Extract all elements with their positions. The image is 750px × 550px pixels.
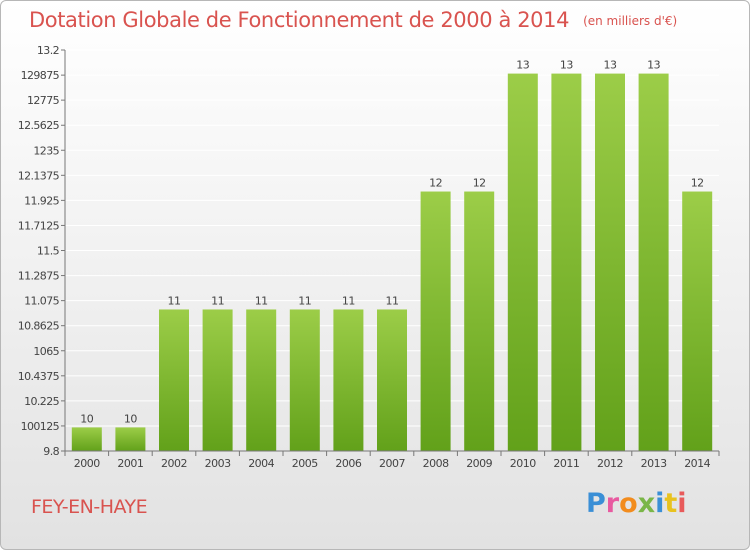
brand-letter: i	[655, 488, 665, 519]
x-tick-label: 2004	[248, 457, 274, 470]
x-tick-label: 2005	[292, 457, 318, 470]
title-line: Dotation Globale de Fonctionnement de 20…	[29, 8, 677, 32]
data-label: 11	[211, 294, 224, 307]
x-tick-label: 2012	[597, 457, 623, 470]
x-tick-label: 2001	[117, 457, 143, 470]
y-tick-label: 10.8625	[18, 320, 60, 333]
data-label: 11	[255, 294, 268, 307]
y-tick-label: 129875	[21, 69, 60, 82]
brand-letter: t	[664, 488, 678, 519]
data-label: 10	[80, 412, 93, 425]
bar	[289, 309, 320, 451]
y-axis-ticks: 9.8 100125 10.225 10.4375 1065 10.8625 11.075 1…	[18, 44, 65, 458]
y-tick-label: 1235	[33, 144, 59, 157]
data-label: 13	[560, 59, 573, 72]
data-label: 11	[168, 294, 181, 307]
x-axis-ticks: 2000 2001 2002 2003 2004 2005 2006 2007 2008 2009…	[64, 451, 720, 470]
y-tick-label: 11.5	[37, 245, 60, 258]
bar	[377, 309, 407, 451]
bar	[551, 73, 582, 452]
data-label: 12	[691, 177, 704, 190]
data-label: 12	[473, 177, 486, 190]
brand-logo: Proxiti	[586, 488, 687, 519]
x-tick-label: 2000	[74, 457, 100, 470]
data-labels: 10 10 11 11 11 11 11 11 12 12 13 13 13 13 12	[80, 59, 704, 426]
y-tick-label: 11.7125	[18, 219, 60, 232]
y-tick-label: 12.1375	[18, 169, 60, 182]
y-tick-label: 12775	[27, 94, 60, 107]
y-tick-label: 1065	[33, 345, 59, 358]
x-tick-label: 2010	[510, 457, 536, 470]
y-tick-label: 9.8	[43, 445, 59, 458]
y-tick-label: 100125	[21, 420, 60, 433]
data-label: 13	[647, 59, 660, 72]
x-tick-label: 2003	[205, 457, 231, 470]
chart-title: Dotation Globale de Fonctionnement de 20…	[29, 8, 570, 32]
town-name: FEY-EN-HAYE	[31, 496, 148, 518]
x-tick-label: 2006	[335, 457, 361, 470]
bar	[420, 191, 451, 451]
brand-letter: P	[586, 488, 606, 519]
y-tick-label: 11.925	[24, 194, 59, 207]
brand-letter: x	[637, 488, 656, 519]
x-tick-label: 2011	[553, 457, 579, 470]
data-label: 13	[516, 59, 529, 72]
bar	[595, 73, 625, 452]
bar	[159, 309, 189, 451]
data-label: 11	[386, 294, 399, 307]
brand-letter: r	[605, 488, 620, 519]
bar	[115, 427, 146, 451]
bars	[71, 73, 713, 452]
bar	[682, 191, 713, 451]
bar	[638, 73, 669, 452]
y-tick-label: 10.4375	[18, 370, 60, 383]
bar	[333, 309, 364, 451]
data-label: 11	[298, 294, 311, 307]
y-tick-label: 12.5625	[18, 119, 60, 132]
bar	[246, 309, 277, 451]
x-tick-label: 2014	[684, 457, 710, 470]
x-tick-label: 2009	[466, 457, 492, 470]
x-tick-label: 2007	[379, 457, 405, 470]
bar	[202, 309, 233, 451]
bar	[71, 427, 102, 451]
y-tick-label: 11.075	[24, 295, 59, 308]
data-label: 10	[124, 412, 137, 425]
y-tick-label: 13.2	[37, 44, 59, 57]
data-label: 12	[429, 177, 442, 190]
brand-letter: o	[619, 488, 638, 519]
brand-letter: i	[677, 488, 687, 519]
y-tick-label: 10.225	[24, 395, 59, 408]
unit-note: (en milliers d'€)	[583, 14, 678, 28]
x-tick-label: 2002	[161, 457, 187, 470]
x-tick-label: 2013	[641, 457, 667, 470]
x-tick-label: 2008	[423, 457, 449, 470]
data-label: 11	[342, 294, 355, 307]
data-label: 13	[604, 59, 617, 72]
bar	[464, 191, 495, 451]
bar	[507, 73, 538, 452]
y-tick-label: 11.2875	[18, 270, 60, 283]
